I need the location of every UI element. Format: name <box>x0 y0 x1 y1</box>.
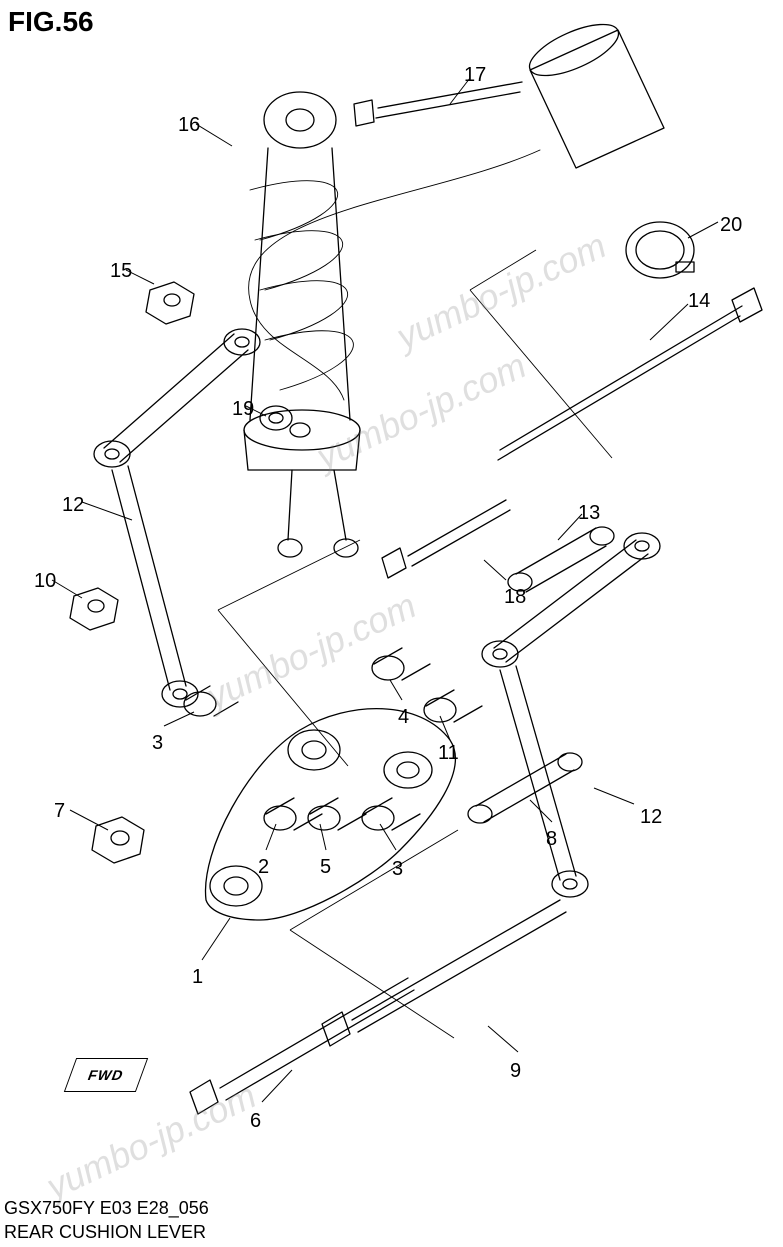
bolt-9 <box>322 900 566 1046</box>
callout-10: 10 <box>34 570 56 593</box>
callout-8: 8 <box>546 828 557 851</box>
figure-title: FIG.56 <box>8 6 94 38</box>
reservoir-canister <box>249 14 664 400</box>
footer-model-code: GSX750FY E03 E28_056 <box>4 1198 209 1219</box>
callout-15: 15 <box>110 260 132 283</box>
cushion-lever <box>206 709 456 920</box>
callout-2: 2 <box>258 856 269 879</box>
callout-17: 17 <box>464 64 486 87</box>
callout-12: 12 <box>62 494 84 517</box>
callout-1: 1 <box>192 966 203 989</box>
callout-11: 11 <box>438 742 459 765</box>
hose-clamp <box>626 222 694 278</box>
callout-19: 19 <box>232 398 254 421</box>
nut-7 <box>92 817 144 863</box>
callout-20: 20 <box>720 214 742 237</box>
callout-14: 14 <box>688 290 710 313</box>
nut-10 <box>70 588 118 630</box>
callout-18: 18 <box>504 586 526 609</box>
footer-part-group: REAR CUSHION LEVER <box>4 1222 206 1243</box>
fwd-direction-badge: FWD <box>64 1058 148 1092</box>
nut-15 <box>146 282 194 324</box>
bolt-6 <box>190 978 414 1114</box>
spacer-8 <box>468 753 582 823</box>
bolt-17 <box>354 82 522 126</box>
callout-3: 3 <box>152 732 163 755</box>
callout-9: 9 <box>510 1060 521 1083</box>
fwd-label: FWD <box>86 1067 127 1083</box>
callout-12: 12 <box>640 806 662 829</box>
callout-4: 4 <box>398 706 409 729</box>
callout-13: 13 <box>578 502 600 525</box>
callout-7: 7 <box>54 800 65 823</box>
callout-6: 6 <box>250 1110 261 1133</box>
callout-16: 16 <box>178 114 200 137</box>
cushion-rod-left <box>94 329 260 707</box>
callout-3: 3 <box>392 858 403 881</box>
bushings <box>184 648 482 830</box>
callout-5: 5 <box>320 856 331 879</box>
bolt-14 <box>498 288 762 460</box>
